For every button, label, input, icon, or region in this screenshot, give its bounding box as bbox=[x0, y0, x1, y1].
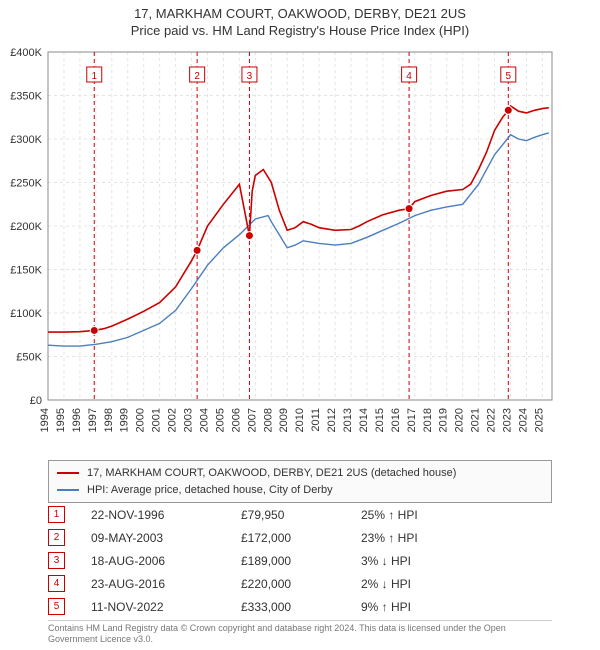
legend-swatch bbox=[57, 489, 79, 491]
svg-text:2013: 2013 bbox=[342, 408, 354, 432]
legend-label: 17, MARKHAM COURT, OAKWOOD, DERBY, DE21 … bbox=[87, 465, 456, 482]
svg-text:1994: 1994 bbox=[39, 408, 51, 432]
sale-pct: 9% ↑ HPI bbox=[361, 600, 552, 614]
sale-price: £220,000 bbox=[241, 577, 361, 591]
svg-text:2014: 2014 bbox=[358, 408, 370, 432]
sale-price: £189,000 bbox=[241, 554, 361, 568]
legend: 17, MARKHAM COURT, OAKWOOD, DERBY, DE21 … bbox=[48, 460, 552, 503]
svg-text:2002: 2002 bbox=[167, 408, 179, 432]
svg-text:1999: 1999 bbox=[119, 408, 131, 432]
svg-text:2020: 2020 bbox=[454, 408, 466, 432]
svg-text:2021: 2021 bbox=[470, 408, 482, 432]
svg-text:2001: 2001 bbox=[151, 408, 163, 432]
svg-text:2004: 2004 bbox=[198, 408, 210, 432]
title-sub: Price paid vs. HM Land Registry's House … bbox=[0, 23, 600, 38]
sale-marker: 1 bbox=[48, 506, 65, 523]
license-footer: Contains HM Land Registry data © Crown c… bbox=[48, 620, 552, 645]
svg-text:£150K: £150K bbox=[10, 265, 42, 277]
sale-date: 22-NOV-1996 bbox=[91, 508, 241, 522]
legend-label: HPI: Average price, detached house, City… bbox=[87, 482, 333, 499]
sale-date: 18-AUG-2006 bbox=[91, 554, 241, 568]
sale-row: 5 11-NOV-2022£333,0009% ↑ HPI bbox=[48, 598, 552, 615]
sales-table: 1 22-NOV-1996£79,95025% ↑ HPI 2 09-MAY-2003… bbox=[48, 506, 552, 621]
svg-text:2007: 2007 bbox=[246, 408, 258, 432]
sale-price: £172,000 bbox=[241, 531, 361, 545]
svg-text:2008: 2008 bbox=[262, 408, 274, 432]
svg-text:£250K: £250K bbox=[10, 178, 42, 190]
svg-text:2019: 2019 bbox=[438, 408, 450, 432]
svg-text:1997: 1997 bbox=[87, 408, 99, 432]
sale-row: 4 23-AUG-2016£220,0002% ↓ HPI bbox=[48, 575, 552, 592]
svg-text:2009: 2009 bbox=[278, 408, 290, 432]
sale-pct: 2% ↓ HPI bbox=[361, 577, 552, 591]
sale-marker: 5 bbox=[48, 598, 65, 615]
sale-price: £79,950 bbox=[241, 508, 361, 522]
legend-swatch bbox=[57, 472, 79, 474]
svg-text:2012: 2012 bbox=[326, 408, 338, 432]
svg-text:2011: 2011 bbox=[310, 408, 322, 432]
svg-text:1: 1 bbox=[91, 71, 97, 82]
svg-text:2023: 2023 bbox=[502, 408, 514, 432]
svg-text:2016: 2016 bbox=[390, 408, 402, 432]
sale-date: 23-AUG-2016 bbox=[91, 577, 241, 591]
svg-text:3: 3 bbox=[247, 71, 253, 82]
svg-text:2018: 2018 bbox=[422, 408, 434, 432]
svg-text:£400K: £400K bbox=[10, 47, 42, 59]
sale-price: £333,000 bbox=[241, 600, 361, 614]
sale-row: 1 22-NOV-1996£79,95025% ↑ HPI bbox=[48, 506, 552, 523]
svg-text:£300K: £300K bbox=[10, 134, 42, 146]
chart-title-block: 17, MARKHAM COURT, OAKWOOD, DERBY, DE21 … bbox=[0, 0, 600, 38]
sale-row: 3 18-AUG-2006£189,0003% ↓ HPI bbox=[48, 552, 552, 569]
svg-text:4: 4 bbox=[406, 71, 412, 82]
svg-text:2005: 2005 bbox=[214, 408, 226, 432]
svg-text:2000: 2000 bbox=[135, 408, 147, 432]
svg-text:2010: 2010 bbox=[294, 408, 306, 432]
sale-date: 11-NOV-2022 bbox=[91, 600, 241, 614]
sale-pct: 23% ↑ HPI bbox=[361, 531, 552, 545]
svg-text:£100K: £100K bbox=[10, 308, 42, 320]
svg-text:£350K: £350K bbox=[10, 91, 42, 103]
svg-text:2003: 2003 bbox=[183, 408, 195, 432]
svg-text:2017: 2017 bbox=[406, 408, 418, 432]
svg-text:£200K: £200K bbox=[10, 221, 42, 233]
svg-text:2025: 2025 bbox=[533, 408, 545, 432]
sale-row: 2 09-MAY-2003£172,00023% ↑ HPI bbox=[48, 529, 552, 546]
sale-date: 09-MAY-2003 bbox=[91, 531, 241, 545]
title-main: 17, MARKHAM COURT, OAKWOOD, DERBY, DE21 … bbox=[0, 6, 600, 21]
svg-text:£0: £0 bbox=[30, 395, 42, 407]
svg-text:£50K: £50K bbox=[16, 352, 42, 364]
svg-text:2006: 2006 bbox=[230, 408, 242, 432]
sale-marker: 2 bbox=[48, 529, 65, 546]
svg-text:1996: 1996 bbox=[71, 408, 83, 432]
sale-marker: 3 bbox=[48, 552, 65, 569]
price-chart: £0 £50K £100K £150K £200K £250K £300K £350K £400… bbox=[0, 44, 600, 458]
legend-item: 17, MARKHAM COURT, OAKWOOD, DERBY, DE21 … bbox=[57, 465, 543, 482]
svg-text:1998: 1998 bbox=[103, 408, 115, 432]
svg-text:2015: 2015 bbox=[374, 408, 386, 432]
svg-text:5: 5 bbox=[506, 71, 512, 82]
sale-pct: 25% ↑ HPI bbox=[361, 508, 552, 522]
svg-text:2022: 2022 bbox=[486, 408, 498, 432]
sale-pct: 3% ↓ HPI bbox=[361, 554, 552, 568]
svg-text:1995: 1995 bbox=[55, 408, 67, 432]
svg-text:2: 2 bbox=[194, 71, 200, 82]
svg-text:2024: 2024 bbox=[517, 408, 529, 432]
sale-marker: 4 bbox=[48, 575, 65, 592]
legend-item: HPI: Average price, detached house, City… bbox=[57, 482, 543, 499]
